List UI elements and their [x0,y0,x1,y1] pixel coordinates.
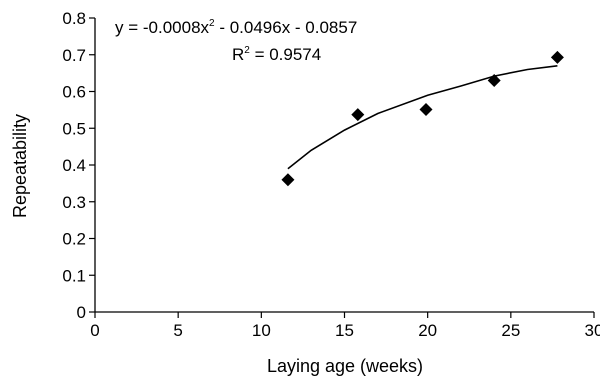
y-tick-label: 0.2 [62,230,86,249]
data-point [351,108,365,122]
x-tick-label: 0 [90,321,99,340]
r-squared: R2 = 0.9574 [232,45,321,64]
data-point [487,73,501,87]
y-tick-label: 0 [77,303,86,322]
x-axis-ticks: 0 5 10 15 20 25 30 [90,312,600,340]
x-tick-label: 5 [173,321,182,340]
y-tick-label: 0.6 [62,83,86,102]
y-tick-label: 0.5 [62,119,86,138]
y-tick-label: 0.4 [62,156,86,175]
y-tick-label: 0.8 [62,9,86,28]
x-tick-label: 30 [585,321,600,340]
y-tick-label: 0.1 [62,266,86,285]
x-tick-label: 20 [418,321,437,340]
x-tick-label: 10 [252,321,271,340]
x-tick-label: 25 [501,321,520,340]
data-points [281,50,564,187]
trendline [287,65,558,170]
y-axis-title: Repeatability [10,114,30,218]
x-tick-label: 15 [335,321,354,340]
y-tick-label: 0.7 [62,46,86,65]
data-point [281,173,295,187]
data-point [550,50,564,64]
y-tick-label: 0.3 [62,193,86,212]
data-point [419,103,433,117]
y-axis-ticks: 0 0.1 0.2 0.3 0.4 0.5 0.6 0.7 0.8 [62,9,95,322]
trendline-equation: y = -0.0008x2 - 0.0496x - 0.0857 [115,18,357,37]
x-axis-title: Laying age (weeks) [267,356,423,376]
